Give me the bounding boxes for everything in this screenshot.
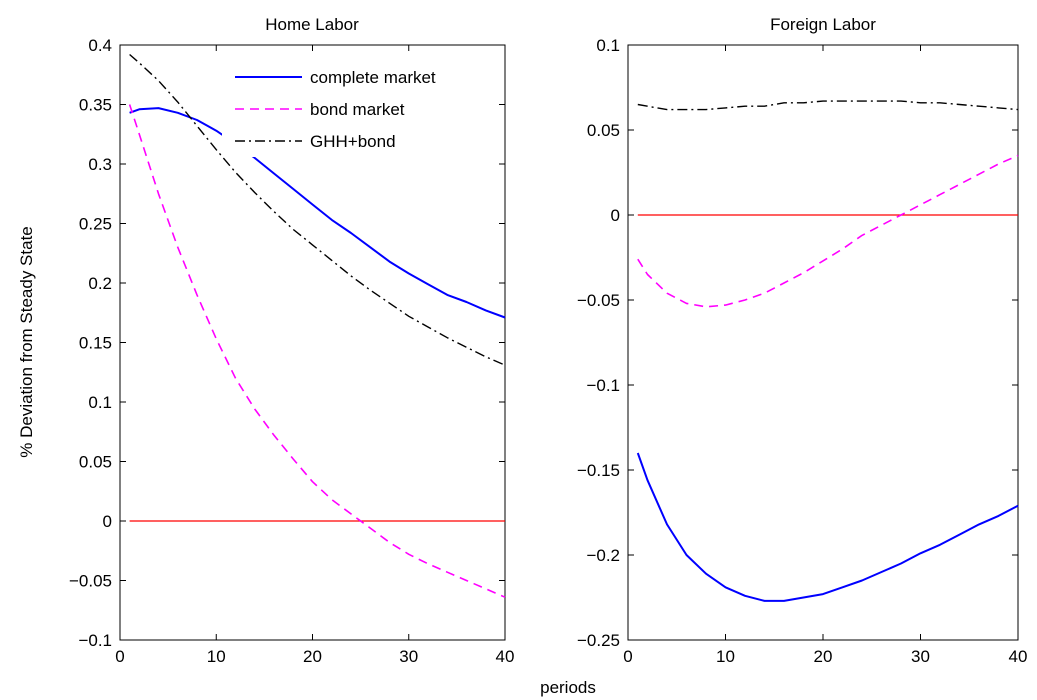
home-labor-y-tick-label: −0.1 — [78, 631, 112, 650]
home-labor-x-tick-label: 10 — [207, 647, 226, 666]
foreign-labor-series-complete-market — [636, 452, 1019, 602]
home-labor-x-tick-label: 40 — [496, 647, 515, 666]
home-labor-panel: Home Labor 0 10 20 30 40 0.4 0.35 0.3 0.25 0.2 0.1… — [69, 15, 514, 666]
foreign-labor-x-tick-label: 40 — [1009, 647, 1028, 666]
home-labor-y-tick-label: 0 — [103, 512, 112, 531]
foreign-labor-y-tick-label: 0.05 — [587, 121, 620, 140]
foreign-labor-title: Foreign Labor — [770, 15, 876, 34]
home-labor-y-tick-label: 0.05 — [79, 453, 112, 472]
foreign-labor-x-tick-label: 10 — [716, 647, 735, 666]
home-labor-y-tick-label: 0.1 — [88, 393, 112, 412]
foreign-labor-y-tick-label: −0.1 — [586, 376, 620, 395]
foreign-labor-y-tick-label: −0.05 — [577, 291, 620, 310]
legend-label-bond-market: bond market — [310, 100, 405, 119]
foreign-labor-x-tick-label: 20 — [814, 647, 833, 666]
y-axis-label: % Deviation from Steady State — [17, 226, 36, 458]
home-labor-y-tick-label: 0.3 — [88, 155, 112, 174]
home-labor-lines — [128, 53, 506, 598]
legend-label-complete-market: complete market — [310, 68, 436, 87]
home-labor-x-tick-label: 0 — [115, 647, 124, 666]
home-labor-series-ghh-bond — [129, 53, 506, 366]
foreign-labor-series-bond-market — [637, 154, 1019, 308]
legend: complete market bond market GHH+bond — [222, 64, 497, 157]
foreign-labor-lines — [636, 100, 1019, 602]
home-labor-x-tick-label: 30 — [399, 647, 418, 666]
foreign-labor-series-ghh-bond — [637, 100, 1019, 111]
foreign-labor-panel: Foreign Labor 0 10 20 30 40 0.1 0.05 0 −0.05 −0.1… — [577, 15, 1027, 666]
home-labor-series-complete-market — [129, 107, 506, 319]
home-labor-series-bond-market — [128, 104, 506, 598]
foreign-labor-y-tick-label: 0 — [611, 206, 620, 225]
foreign-labor-y-tick-label: −0.2 — [586, 546, 620, 565]
home-labor-y-tick-label: 0.15 — [79, 334, 112, 353]
legend-label-ghh-bond: GHH+bond — [310, 132, 396, 151]
home-labor-y-tick-label: 0.35 — [79, 96, 112, 115]
foreign-labor-y-tick-label: −0.15 — [577, 461, 620, 480]
foreign-labor-x-tick-label: 0 — [623, 647, 632, 666]
foreign-labor-ticks: 0 10 20 30 40 0.1 0.05 0 −0.05 −0.1 −0.15 −0.2 −0.25 — [577, 36, 1027, 666]
home-labor-y-tick-label: 0.2 — [88, 274, 112, 293]
home-labor-ticks: 0 10 20 30 400.40.350.30.250.20.150.10.050−0… — [69, 36, 514, 666]
home-labor-y-tick-label: 0.25 — [79, 215, 112, 234]
foreign-labor-y-tick-label: 0.1 — [596, 36, 620, 55]
home-labor-y-tick-label: −0.05 — [69, 572, 112, 591]
foreign-labor-x-tick-label: 30 — [911, 647, 930, 666]
home-labor-title: Home Labor — [265, 15, 359, 34]
foreign-labor-y-tick-label: −0.25 — [577, 631, 620, 650]
x-axis-label: periods — [540, 678, 596, 697]
home-labor-y-tick-label: 0.4 — [88, 36, 112, 55]
home-labor-x-tick-label: 20 — [303, 647, 322, 666]
